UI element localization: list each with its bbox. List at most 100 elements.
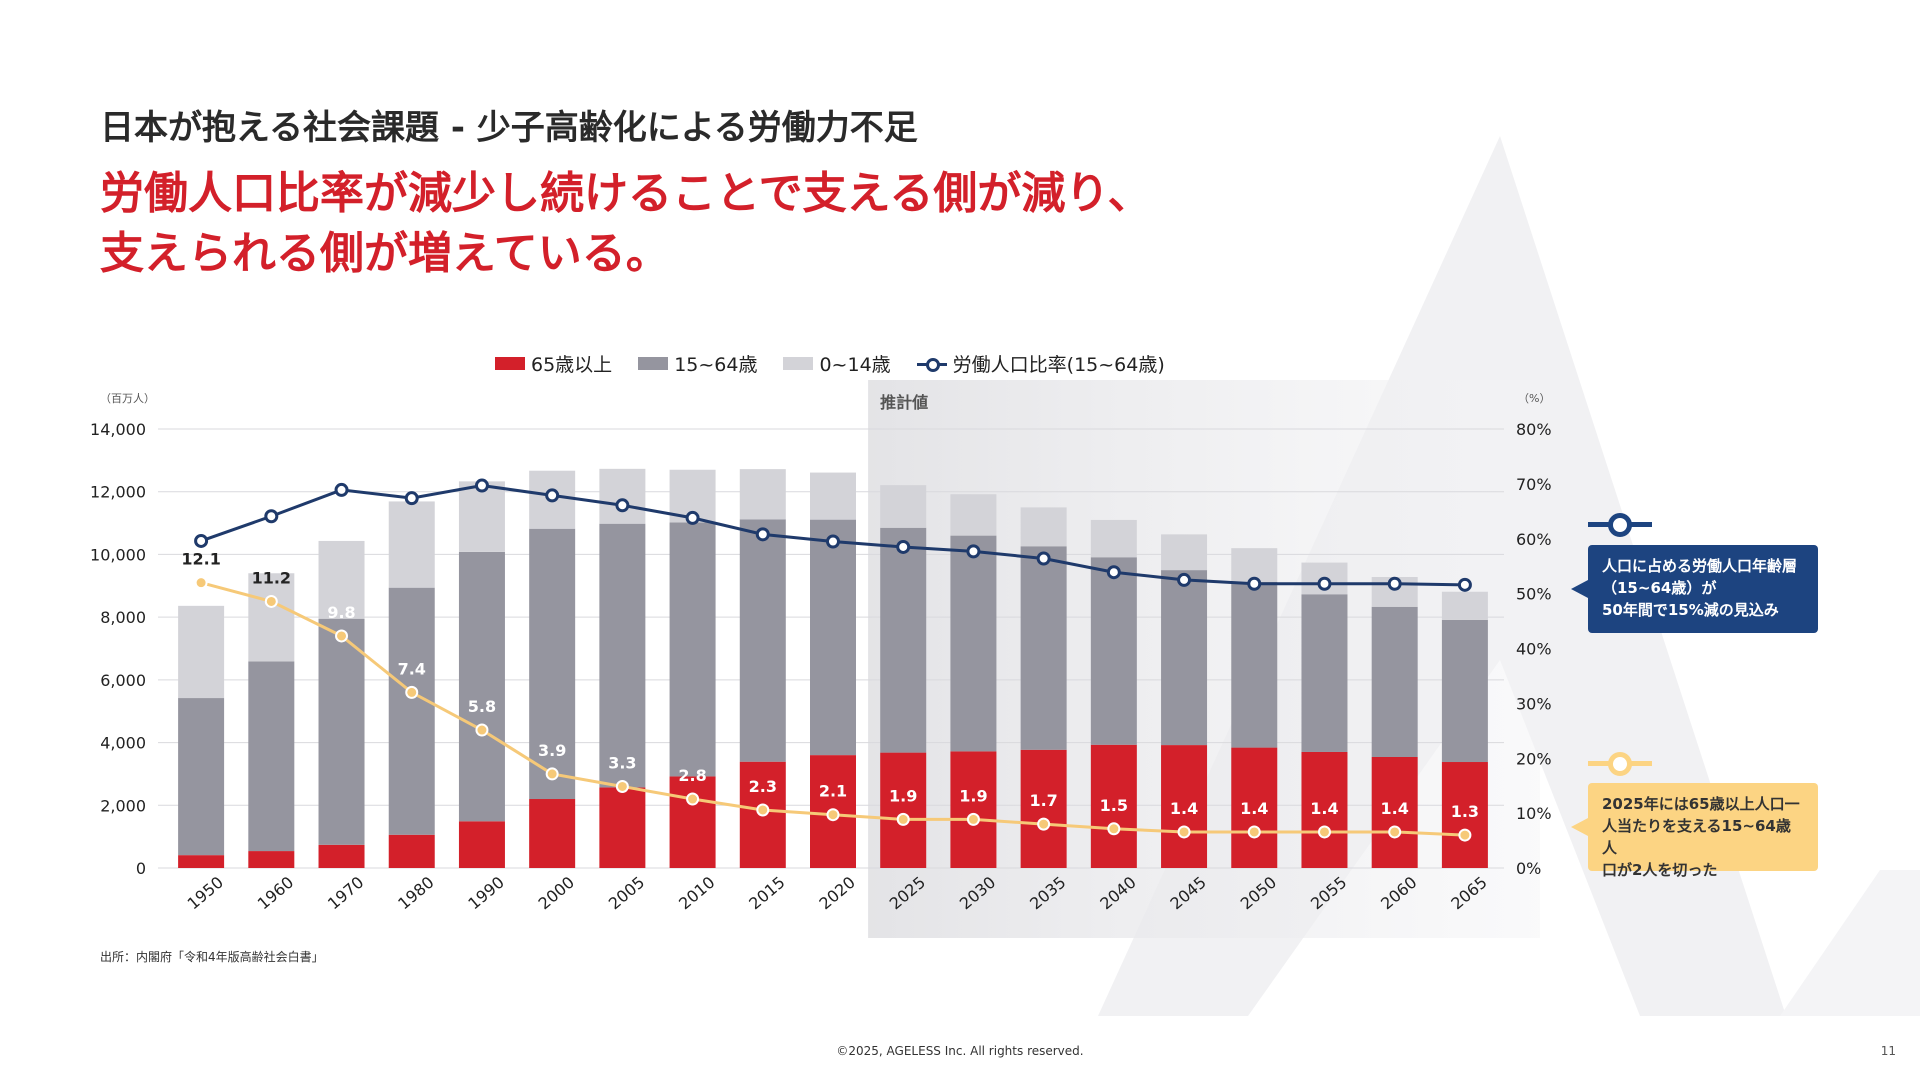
yellow-callout-pointer — [1571, 818, 1588, 836]
support-data-label: 2.8 — [678, 766, 706, 785]
support-point — [966, 812, 980, 826]
x-tick-label: 2000 — [535, 873, 578, 914]
bar-0-14 — [599, 468, 646, 524]
slide-headline: 労働人口比率が減少し続けることで支える側が減り、 支えられる側が増えている。 — [100, 164, 1400, 284]
bar-0-14 — [458, 481, 505, 552]
x-tick-label: 1990 — [464, 873, 507, 914]
support-data-label: 1.5 — [1100, 796, 1128, 815]
x-tick-label: 1960 — [254, 873, 297, 914]
support-point — [545, 767, 559, 781]
support-point — [335, 629, 349, 643]
bar-0-14 — [248, 573, 295, 662]
bar-65-plus — [880, 752, 927, 868]
support-point — [1037, 817, 1051, 831]
support-line-marker — [1588, 751, 1652, 776]
support-data-label: 3.9 — [538, 741, 566, 760]
support-data-label: 2.1 — [819, 782, 847, 801]
support-data-label: 1.3 — [1451, 802, 1479, 821]
y-right-tick-label: 20% — [1516, 749, 1552, 768]
support-data-label: 1.9 — [889, 786, 917, 805]
bar-15-64 — [458, 551, 505, 822]
ratio-point — [404, 491, 419, 506]
y-right-tick-label: 70% — [1516, 475, 1552, 494]
bar-0-14 — [318, 540, 365, 619]
bar-15-64 — [1441, 619, 1488, 763]
support-point — [756, 803, 770, 817]
bar-0-14 — [1441, 591, 1488, 620]
bar-15-64 — [669, 522, 716, 777]
support-data-label: 12.1 — [181, 550, 220, 569]
bar-0-14 — [1231, 548, 1278, 583]
y-right-tick-label: 50% — [1516, 585, 1552, 604]
support-point — [1247, 825, 1261, 839]
support-point — [1107, 822, 1121, 836]
x-tick-label: 2010 — [675, 873, 718, 914]
title-block: 日本が抱える社会課題 - 少子高齢化による労働力不足 労働人口比率が減少し続ける… — [100, 106, 1400, 284]
bar-15-64 — [1301, 594, 1348, 752]
workforce-decline-callout: 人口に占める労働人口年齢層 （15~64歳）が 50年間で15%減の見込み — [1588, 545, 1818, 633]
legend-item-0-14: 0~14歳 — [783, 350, 891, 377]
x-tick-label: 1970 — [324, 873, 367, 914]
y-left-tick-label: 0 — [136, 859, 146, 878]
slide-subtitle: 日本が抱える社会課題 - 少子高齢化による労働力不足 — [100, 108, 918, 148]
support-point — [194, 576, 208, 590]
y-left-tick-label: 14,000 — [90, 420, 146, 439]
legend-item-65: 65歳以上 — [495, 350, 612, 377]
bar-15-64 — [1231, 582, 1278, 748]
legend-swatch-0-14 — [783, 357, 814, 370]
y-left-tick-label: 10,000 — [90, 545, 146, 564]
legend-swatch-15-64 — [638, 357, 669, 370]
y-right-tick-label: 40% — [1516, 640, 1552, 659]
support-data-label: 1.7 — [1029, 791, 1057, 810]
ratio-point — [1317, 576, 1332, 591]
bar-15-64 — [880, 527, 927, 753]
projection-label: 推計値 — [880, 393, 928, 412]
bar-0-14 — [388, 501, 435, 588]
legend-label-15-64: 15~64歳 — [674, 354, 758, 376]
ratio-point — [194, 533, 209, 548]
bar-15-64 — [1020, 546, 1067, 750]
legend-item-15-64: 15~64歳 — [638, 350, 757, 377]
legend-label-65: 65歳以上 — [531, 354, 613, 376]
ratio-point — [685, 510, 700, 525]
bar-15-64 — [739, 519, 786, 762]
bar-65-plus — [1301, 751, 1348, 868]
x-tick-label: 1980 — [394, 873, 437, 914]
support-data-label: 1.4 — [1170, 799, 1198, 818]
headline-line-1: 労働人口比率が減少し続けることで支える側が減り、 — [100, 168, 1152, 219]
support-point — [826, 808, 840, 822]
ratio-point — [1387, 576, 1402, 591]
ratio-point — [755, 527, 770, 542]
bar-0-14 — [1090, 519, 1137, 558]
bar-15-64 — [950, 535, 997, 752]
ratio-point — [334, 482, 349, 497]
support-data-label: 1.4 — [1240, 799, 1268, 818]
blue-callout-pointer — [1571, 580, 1588, 598]
legend-label-ratio: 労働人口比率(15~64歳) — [952, 354, 1165, 376]
support-data-label: 1.9 — [959, 786, 987, 805]
bar-0-14 — [880, 485, 927, 528]
bar-15-64 — [599, 523, 646, 788]
support-point — [1177, 825, 1191, 839]
headline-line-2: 支えられる側が増えている。 — [100, 228, 670, 279]
legend-item-ratio: 労働人口比率(15~64歳) — [916, 350, 1165, 377]
y-right-unit: （%） — [1518, 392, 1550, 405]
page-number: 11 — [1880, 1044, 1896, 1058]
support-point — [1317, 825, 1331, 839]
y-right-tick-label: 60% — [1516, 530, 1552, 549]
bar-0-14 — [1020, 507, 1067, 547]
legend-label-0-14: 0~14歳 — [819, 354, 891, 376]
support-point — [405, 685, 419, 699]
ratio-point — [896, 539, 911, 554]
support-data-label: 2.3 — [749, 777, 777, 796]
bar-65-plus — [1020, 749, 1067, 868]
ratio-point — [264, 509, 279, 524]
ratio-point — [1036, 551, 1051, 566]
bar-65-plus — [1371, 756, 1418, 868]
support-point — [264, 594, 278, 608]
bar-65-plus — [1161, 745, 1208, 868]
bar-15-64 — [388, 587, 435, 835]
support-point — [686, 792, 700, 806]
ratio-point — [1247, 576, 1262, 591]
